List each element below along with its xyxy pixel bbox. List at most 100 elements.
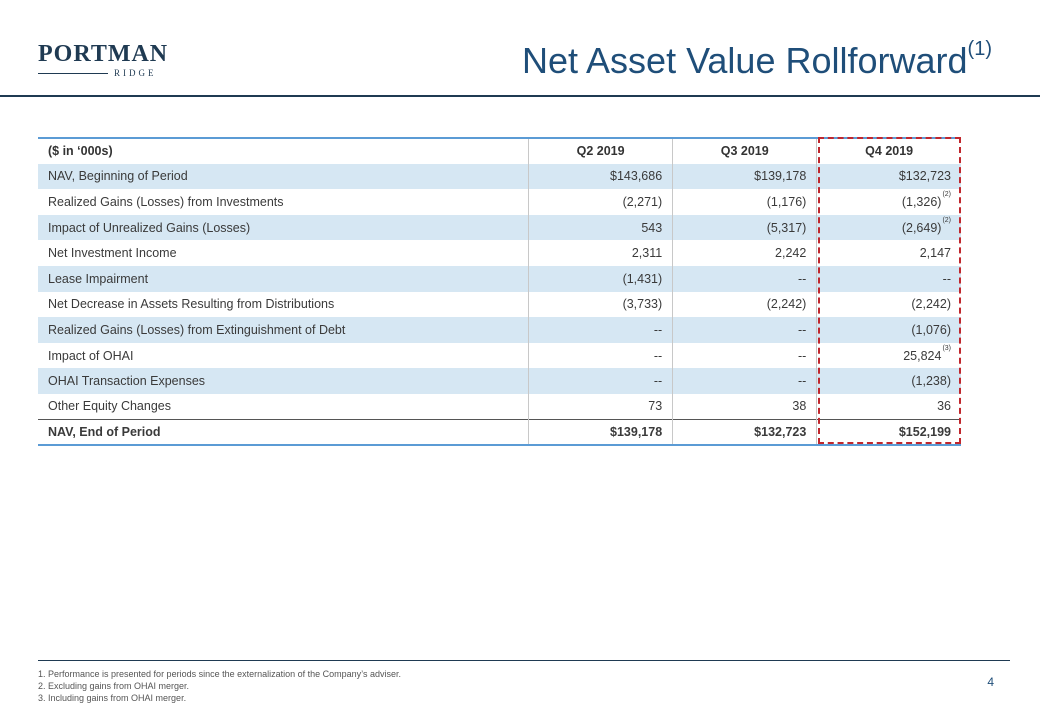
row-label: Lease Impairment	[38, 265, 530, 292]
row-label-value: Other Equity Changes	[48, 399, 171, 414]
cell-q4-2019-value: $132,723	[898, 169, 951, 184]
row-label: Net Investment Income	[38, 240, 530, 266]
cell-q4-2019: (1,238)	[816, 368, 961, 394]
cell-q3-2019-value: --	[797, 374, 807, 389]
row-label: Other Equity Changes	[38, 393, 530, 420]
header-q2-2019: Q2 2019	[528, 137, 674, 164]
cell-q4-2019: 25,824(3)	[817, 343, 961, 369]
row-label: Realized Gains (Losses) from Extinguishm…	[38, 317, 530, 343]
cell-q3-2019-value: (2,242)	[766, 297, 807, 312]
cell-q4-2019-value: 25,824	[903, 348, 942, 363]
table-row: Net Decrease in Assets Resulting from Di…	[38, 291, 961, 318]
cell-q3-2019: --	[672, 265, 818, 292]
cell-q2-2019: --	[528, 368, 674, 394]
footnote-marker: (3)	[942, 344, 951, 352]
cell-q3-2019: $132,723	[672, 419, 818, 447]
row-label-value: Net Decrease in Assets Resulting from Di…	[48, 297, 335, 312]
table-row: Realized Gains (Losses) from Investments…	[38, 189, 961, 215]
logo-rule	[38, 72, 108, 74]
cell-q2-2019-value: 543	[641, 220, 663, 235]
row-label-value: Net Investment Income	[48, 246, 177, 261]
cell-q4-2019-value: (1,238)	[911, 374, 951, 389]
cell-q2-2019-value: --	[653, 374, 663, 389]
cell-q4-2019-value: (1,076)	[911, 322, 951, 337]
table-row: NAV, End of Period $139,178 $132,723 $152,1…	[38, 419, 961, 447]
cell-q3-2019-value: --	[797, 322, 807, 337]
row-label: Realized Gains (Losses) from Investments	[38, 189, 530, 215]
cell-q4-2019-value: $152,199	[898, 425, 951, 440]
cell-q2-2019: (2,271)	[528, 189, 674, 215]
cell-q2-2019: 73	[528, 393, 674, 420]
cell-q4-2019-value: (2,242)	[911, 297, 951, 312]
row-label-value: Lease Impairment	[48, 271, 149, 286]
cell-q2-2019-value: (1,431)	[622, 271, 663, 286]
row-label-value: Realized Gains (Losses) from Investments	[48, 194, 284, 209]
footnote-marker: (2)	[942, 190, 951, 198]
cell-q2-2019: $139,178	[528, 419, 674, 447]
footnotes: 1. Performance is presented for periods …	[38, 668, 401, 704]
cell-q2-2019: 2,311	[528, 240, 674, 266]
cell-q3-2019: $139,178	[672, 163, 818, 190]
cell-q4-2019: $152,199	[816, 419, 961, 447]
footnote-1: 1. Performance is presented for periods …	[38, 669, 402, 679]
cell-q2-2019: (1,431)	[528, 265, 674, 292]
row-label: OHAI Transaction Expenses	[38, 368, 530, 394]
cell-q4-2019: --	[816, 265, 961, 292]
cell-q3-2019: (2,242)	[672, 291, 818, 318]
cell-q3-2019-value: --	[797, 348, 807, 363]
cell-q3-2019: --	[672, 317, 818, 343]
cell-q2-2019-value: (2,271)	[622, 194, 663, 209]
header-units: ($ in ‘000s)	[38, 137, 530, 164]
cell-q3-2019: (1,176)	[672, 189, 818, 215]
cell-q2-2019: --	[528, 342, 674, 369]
cell-q4-2019-value: --	[942, 271, 951, 286]
cell-q2-2019: --	[528, 317, 674, 343]
row-label-value: Realized Gains (Losses) from Extinguishm…	[48, 322, 346, 337]
logo-wordmark: PORTMAN	[38, 41, 169, 67]
cell-q3-2019-value: $139,178	[754, 169, 807, 184]
nav-rollforward-table: ($ in ‘000s) Q2 2019 Q3 2019 Q4 2019 NAV…	[38, 137, 961, 447]
table-row: NAV, Beginning of Period $143,686 $139,178…	[38, 163, 961, 190]
cell-q2-2019-value: $139,178	[610, 425, 663, 440]
cell-q2-2019-value: 2,311	[631, 246, 663, 261]
footnote-2: 2. Excluding gains from OHAI merger.	[38, 681, 190, 691]
cell-q3-2019-value: $132,723	[754, 425, 807, 440]
cell-q2-2019-value: 73	[648, 399, 663, 414]
page-title: Net Asset Value Rollforward(1)	[522, 38, 992, 82]
row-label-value: NAV, End of Period	[48, 425, 161, 440]
cell-q2-2019: $143,686	[528, 163, 674, 190]
table-row: Impact of OHAI -- -- 25,824(3)	[38, 342, 961, 369]
cell-q4-2019: (2,242)	[817, 292, 961, 318]
cell-q3-2019-value: (5,317)	[766, 220, 807, 235]
row-label: Impact of Unrealized Gains (Losses)	[38, 214, 530, 241]
logo-subtext: RIDGE	[114, 68, 157, 78]
cell-q4-2019: $132,723	[816, 163, 961, 190]
row-label: Impact of OHAI	[38, 342, 530, 369]
cell-q4-2019: (1,326)(2)	[817, 189, 961, 215]
cell-q4-2019-value: (2,649)	[901, 220, 942, 235]
header-q3-2019: Q3 2019	[672, 137, 818, 164]
page-title-text: Net Asset Value Rollforward	[522, 40, 968, 81]
table-header-row: ($ in ‘000s) Q2 2019 Q3 2019 Q4 2019	[38, 137, 961, 164]
cell-q4-2019-value: 36	[937, 399, 951, 414]
cell-q2-2019-value: $143,686	[610, 169, 663, 184]
cell-q4-2019: (2,649)(2)	[816, 214, 961, 241]
row-label-value: Impact of Unrealized Gains (Losses)	[48, 220, 251, 235]
cell-q3-2019: 2,242	[672, 240, 818, 266]
title-footnote-marker: (1)	[967, 38, 992, 60]
header-q4-2019: Q4 2019	[816, 137, 961, 164]
cell-q4-2019: 2,147	[817, 240, 961, 266]
cell-q3-2019: 38	[672, 393, 818, 420]
cell-q4-2019: 36	[817, 394, 961, 420]
cell-q4-2019-value: 2,147	[919, 246, 951, 261]
cell-q4-2019-value: (1,326)	[901, 194, 942, 209]
page-number: 4	[987, 675, 994, 689]
footnote-3: 3. Including gains from OHAI merger.	[38, 693, 187, 703]
cell-q3-2019: --	[672, 342, 818, 369]
portman-ridge-logo: PORTMAN RIDGE	[38, 41, 169, 78]
cell-q3-2019: (5,317)	[672, 214, 818, 241]
row-label: NAV, End of Period	[38, 419, 530, 447]
footer-divider	[38, 660, 1010, 661]
footnote-marker: (2)	[942, 216, 951, 224]
cell-q4-2019: (1,076)	[816, 317, 961, 343]
